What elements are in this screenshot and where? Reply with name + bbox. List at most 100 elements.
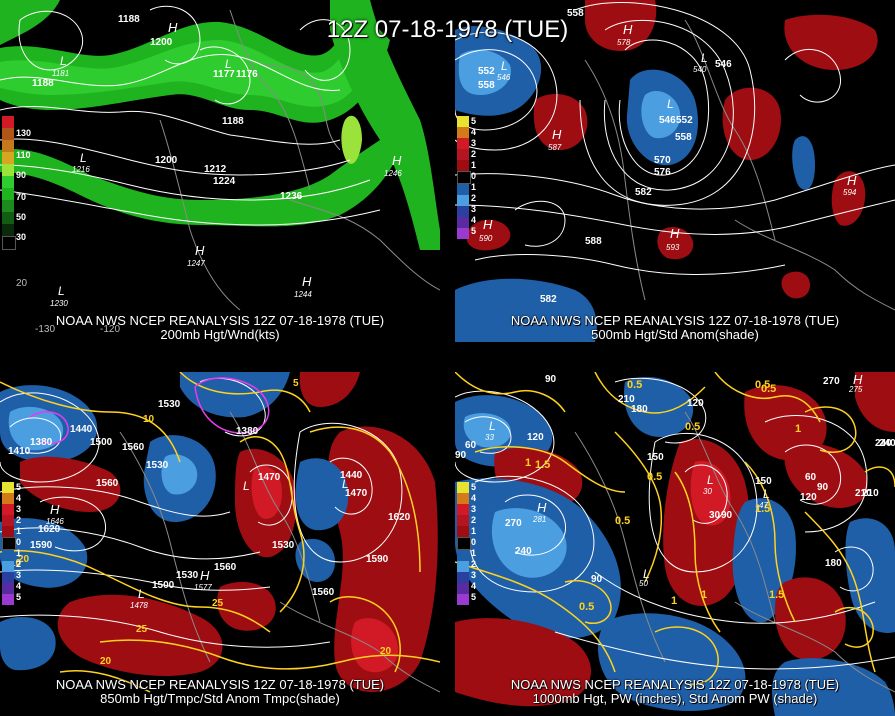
legend-label: 4 [471, 215, 477, 225]
low-center-value: 540 [693, 65, 707, 74]
high-center-value: 587 [548, 143, 562, 152]
legend-swatch [2, 482, 14, 493]
temperature-label: 5 [293, 378, 299, 389]
height-contours [455, 2, 895, 275]
anomaly-negative-far-south [0, 617, 56, 671]
map-200mb: 1188 1200 1188 1177 1176 1188 1200 1212 … [0, 0, 440, 335]
legend-swatch [2, 594, 14, 605]
legend-swatch [457, 195, 469, 206]
legend-label: 5 [471, 592, 477, 602]
legend-swatch [2, 200, 14, 212]
legend-swatch [457, 228, 469, 239]
contour-label: 1560 [122, 442, 145, 453]
pressure-centers: H 281 H 275 L 33 L 30 L 50 L 47 [485, 372, 863, 588]
contour-label: 210 [855, 488, 872, 499]
anomaly-negative-east [792, 136, 815, 190]
contour-label: 210 [862, 488, 879, 499]
low-center-value: 30 [703, 487, 712, 496]
legend-swatch [2, 152, 14, 164]
anomaly-positive-far-east [855, 372, 895, 432]
legend-swatch [457, 550, 469, 561]
legend-label: 1 [471, 526, 477, 536]
legend-label: 1 [16, 526, 22, 536]
contour-label: 150 [755, 476, 772, 487]
coastlines [574, 411, 895, 693]
anomaly-positive-center-core [251, 465, 282, 519]
legend-label: 5 [471, 226, 477, 236]
pw-label: 0.5 [755, 379, 770, 391]
contour-label: 90 [545, 374, 557, 385]
contour-label: 546 [659, 115, 676, 126]
legend-label: 4 [16, 581, 22, 591]
anomaly-negative-southeast [772, 658, 895, 716]
contour-label: 90 [817, 482, 829, 493]
panel-field-caption: 850mb Hgt/Tmpc/Std Anom Tmpc(shade) [100, 691, 340, 706]
contour-label-1188-c: 1188 [222, 116, 244, 127]
contour-label: 180 [825, 558, 842, 569]
high-center-label: H [392, 153, 402, 168]
contour-label: 30 [709, 510, 721, 521]
low-center-label: L [707, 473, 714, 487]
contour-label-1188-a: 1188 [118, 14, 140, 25]
pw-label: 1.5 [535, 459, 550, 471]
legend-swatch [2, 561, 14, 572]
high-center-label: H [847, 173, 857, 188]
high-center-value: 281 [532, 515, 546, 524]
legend-label: 2 [16, 559, 22, 569]
legend-swatch [457, 184, 469, 195]
low-center-label: L [643, 567, 650, 581]
low-center-value: 1216 [72, 165, 90, 174]
contour-label: 240 [515, 546, 532, 557]
low-center-label: L [225, 57, 232, 71]
std-anomaly-legend: 5 4 3 2 1 0 1 2 3 4 5 [457, 116, 476, 239]
pw-anomaly-legend: 5 4 3 2 1 0 1 2 3 4 5 [457, 482, 476, 605]
legend-swatch [457, 572, 469, 583]
legend-label: 4 [16, 493, 22, 503]
low-center-value: 1230 [50, 299, 68, 308]
temperature-anomaly-legend: 5 4 3 2 1 0 1 2 3 4 5 [2, 482, 21, 605]
high-center-label: H [195, 243, 205, 258]
legend-swatch [2, 116, 14, 128]
contour-label: 576 [654, 167, 671, 178]
high-center-label: H [853, 372, 863, 387]
legend-swatch [2, 212, 14, 224]
legend-swatch [2, 572, 14, 583]
panel-1000mb-precipitable-water: 90 210 180 120 270 240 60 90 120 150 210… [455, 372, 895, 716]
legend-label: 3 [471, 570, 477, 580]
temperature-label: 20 [18, 554, 30, 565]
contour-label-1236: 1236 [280, 191, 303, 202]
pw-label: 1 [525, 457, 531, 469]
contour-label: 1620 [38, 524, 61, 535]
contour-label: 150 [647, 452, 664, 463]
high-center-label: H [200, 568, 210, 583]
anomaly-negative-north-center [624, 377, 694, 437]
contour-label: 1380 [236, 426, 259, 437]
anomaly-positive-se [781, 271, 810, 299]
high-center-value: 1646 [46, 517, 64, 526]
anomaly-negative-center-west-core [161, 454, 198, 495]
pw-label: 0.5 [761, 383, 776, 395]
contour-label: 1560 [214, 562, 237, 573]
legend-swatch [457, 149, 469, 160]
legend-label: 5 [16, 592, 22, 602]
contour-label: 1530 [158, 399, 181, 410]
legend-label: 3 [471, 204, 477, 214]
legend-swatch [457, 171, 471, 184]
high-center-value: 578 [617, 38, 631, 47]
contour-label: 588 [585, 236, 602, 247]
panel-field-caption: 500mb Hgt/Std Anom(shade) [591, 327, 759, 342]
legend-label: 3 [16, 570, 22, 580]
height-contours [0, 377, 403, 648]
low-center-label: L [60, 54, 67, 68]
low-center-value: 546 [497, 73, 511, 82]
pressure-centers: H 587 H 593 H 594 H 590 H 578 L L 540 L … [479, 22, 857, 252]
legend-label: 1 [471, 548, 477, 558]
high-center-label: H [623, 22, 633, 37]
map-1000mb: 90 210 180 120 270 240 60 90 120 150 210… [455, 372, 895, 716]
contour-label-1212: 1212 [204, 164, 227, 175]
anomaly-positive-northeast [299, 372, 360, 407]
anomaly-positive-southwest [455, 618, 592, 707]
jet-band-south [0, 140, 400, 227]
high-center-value: 1247 [187, 259, 205, 268]
anomaly-positive-ne [784, 14, 878, 70]
